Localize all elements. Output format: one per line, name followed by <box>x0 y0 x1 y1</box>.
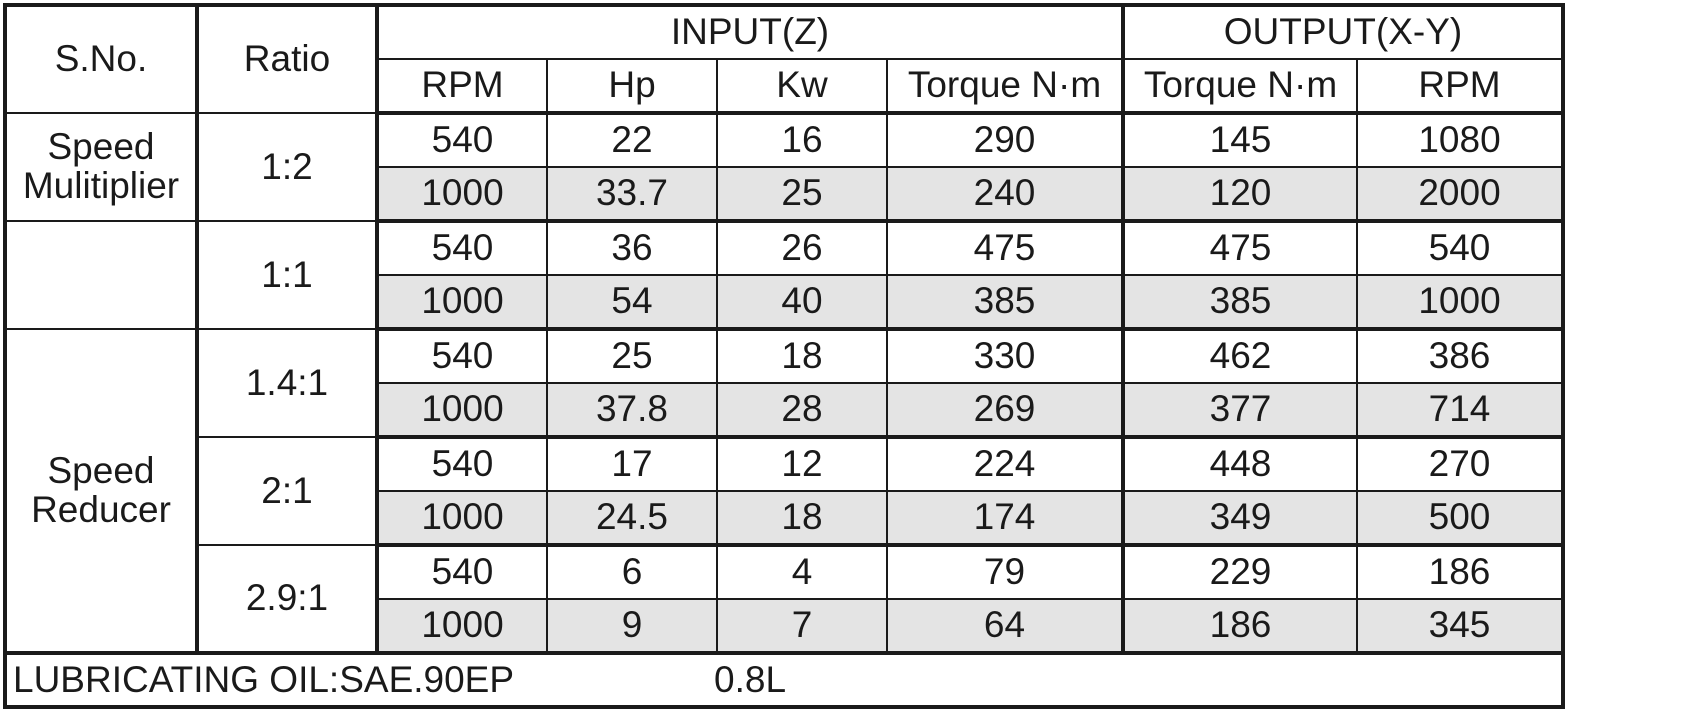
table-cell: 28 <box>716 382 888 439</box>
sno-header: S.No. <box>4 4 199 114</box>
header-row-1: S.No. Ratio INPUT(Z) OUTPUT(X-Y) <box>4 4 1564 114</box>
table-cell: 6 <box>546 544 718 600</box>
table-cell: 26 <box>716 220 888 276</box>
table-cell: 290 <box>886 112 1125 168</box>
table-cell: 54 <box>546 274 718 331</box>
table-cell: 1080 <box>1356 112 1564 168</box>
table-cell: 7 <box>716 598 888 654</box>
input-header: INPUT(Z) <box>376 4 1125 60</box>
group-label <box>4 220 199 330</box>
ratio-header: Ratio <box>196 4 379 114</box>
table-cell: 9 <box>546 598 718 654</box>
table-cell: 540 <box>1356 220 1564 276</box>
table-cell: 22 <box>546 112 718 168</box>
input-rpm-header: RPM <box>376 58 548 115</box>
table-cell: 540 <box>376 328 548 384</box>
table-cell: 36 <box>546 220 718 276</box>
table-row: 2.9:1 540 6 4 79 229 186 <box>5 544 1564 654</box>
table-cell: 37.8 <box>546 382 718 439</box>
table-cell: 18 <box>716 490 888 547</box>
table-cell: 1000 <box>376 166 548 223</box>
table-row: 1000 37.8 28 269 377 714 <box>5 382 1564 439</box>
table-cell: 377 <box>1122 382 1358 439</box>
ratio-cell: 1.4:1 <box>196 328 379 438</box>
table-row: 1000 33.7 25 240 120 2000 <box>5 166 1564 223</box>
table-cell: 240 <box>886 166 1125 223</box>
table-cell: 229 <box>1122 544 1358 600</box>
table-row: 1000 24.5 18 174 349 500 <box>5 490 1564 547</box>
table-cell: 462 <box>1122 328 1358 384</box>
table-cell: 540 <box>376 112 548 168</box>
table-cell: 1000 <box>376 274 548 331</box>
table-cell: 386 <box>1356 328 1564 384</box>
ratio-cell: 2:1 <box>196 436 379 546</box>
table-cell: 186 <box>1356 544 1564 600</box>
table-cell: 17 <box>546 436 718 492</box>
footer-row: LUBRICATING OIL:SAE.90EP 0.8L <box>4 651 1564 708</box>
table-cell: 330 <box>886 328 1125 384</box>
table-cell: 79 <box>886 544 1125 600</box>
table-cell: 1000 <box>376 490 548 547</box>
table-cell: 25 <box>546 328 718 384</box>
table-cell: 1000 <box>376 598 548 654</box>
output-header: OUTPUT(X-Y) <box>1122 4 1564 60</box>
table-cell: 16 <box>716 112 888 168</box>
table-cell: 2000 <box>1356 166 1564 223</box>
table-cell: 24.5 <box>546 490 718 547</box>
output-torque-header: Torque N·m <box>1122 58 1358 115</box>
table-cell: 224 <box>886 436 1125 492</box>
table-cell: 385 <box>1122 274 1358 331</box>
input-hp-header: Hp <box>546 58 718 115</box>
ratio-cell: 1:1 <box>196 220 379 330</box>
table-cell: 475 <box>1122 220 1358 276</box>
table-cell: 12 <box>716 436 888 492</box>
table-cell: 174 <box>886 490 1125 547</box>
table-cell: 1000 <box>1356 274 1564 331</box>
table-cell: 500 <box>1356 490 1564 547</box>
group-label: Speed Reducer <box>4 328 199 654</box>
table-cell: 448 <box>1122 436 1358 492</box>
oil-label: LUBRICATING OIL:SAE.90EP <box>13 658 515 700</box>
table-cell: 475 <box>886 220 1125 276</box>
gearbox-spec-table: S.No. Ratio INPUT(Z) OUTPUT(X-Y) RPM Hp … <box>3 3 1565 709</box>
table-row: 1000 54 40 385 385 1000 <box>5 274 1564 331</box>
oil-amount: 0.8L <box>714 658 787 700</box>
lubricating-oil-note: LUBRICATING OIL:SAE.90EP 0.8L <box>4 651 1564 708</box>
table-cell: 145 <box>1122 112 1358 168</box>
table-row: 1:1 540 36 26 475 475 540 <box>4 220 1564 330</box>
table-cell: 40 <box>716 274 888 331</box>
table-cell: 186 <box>1122 598 1358 654</box>
table-cell: 25 <box>716 166 888 223</box>
table-row: 2:1 540 17 12 224 448 270 <box>5 436 1564 546</box>
header-row-2: RPM Hp Kw Torque N·m Torque N·m RPM <box>5 58 1564 115</box>
table-cell: 714 <box>1356 382 1564 439</box>
table-cell: 385 <box>886 274 1125 331</box>
output-rpm-header: RPM <box>1356 58 1564 115</box>
table-cell: 540 <box>376 436 548 492</box>
table-cell: 540 <box>376 220 548 276</box>
table-cell: 349 <box>1122 490 1358 547</box>
ratio-cell: 2.9:1 <box>196 544 379 654</box>
group-label: Speed Mulitiplier <box>4 112 199 222</box>
table-row: 1000 9 7 64 186 345 <box>5 598 1564 654</box>
ratio-cell: 1:2 <box>196 112 379 222</box>
input-kw-header: Kw <box>716 58 888 115</box>
table-cell: 540 <box>376 544 548 600</box>
table-cell: 18 <box>716 328 888 384</box>
table-row: Speed Reducer 1.4:1 540 25 18 330 462 386 <box>4 328 1564 654</box>
table-cell: 1000 <box>376 382 548 439</box>
input-torque-header: Torque N·m <box>886 58 1125 115</box>
table-cell: 345 <box>1356 598 1564 654</box>
table-cell: 270 <box>1356 436 1564 492</box>
table-cell: 64 <box>886 598 1125 654</box>
table-cell: 269 <box>886 382 1125 439</box>
table-cell: 33.7 <box>546 166 718 223</box>
table-cell: 120 <box>1122 166 1358 223</box>
table-cell: 4 <box>716 544 888 600</box>
table-row: Speed Mulitiplier 1:2 540 22 16 290 145 1… <box>4 112 1564 222</box>
